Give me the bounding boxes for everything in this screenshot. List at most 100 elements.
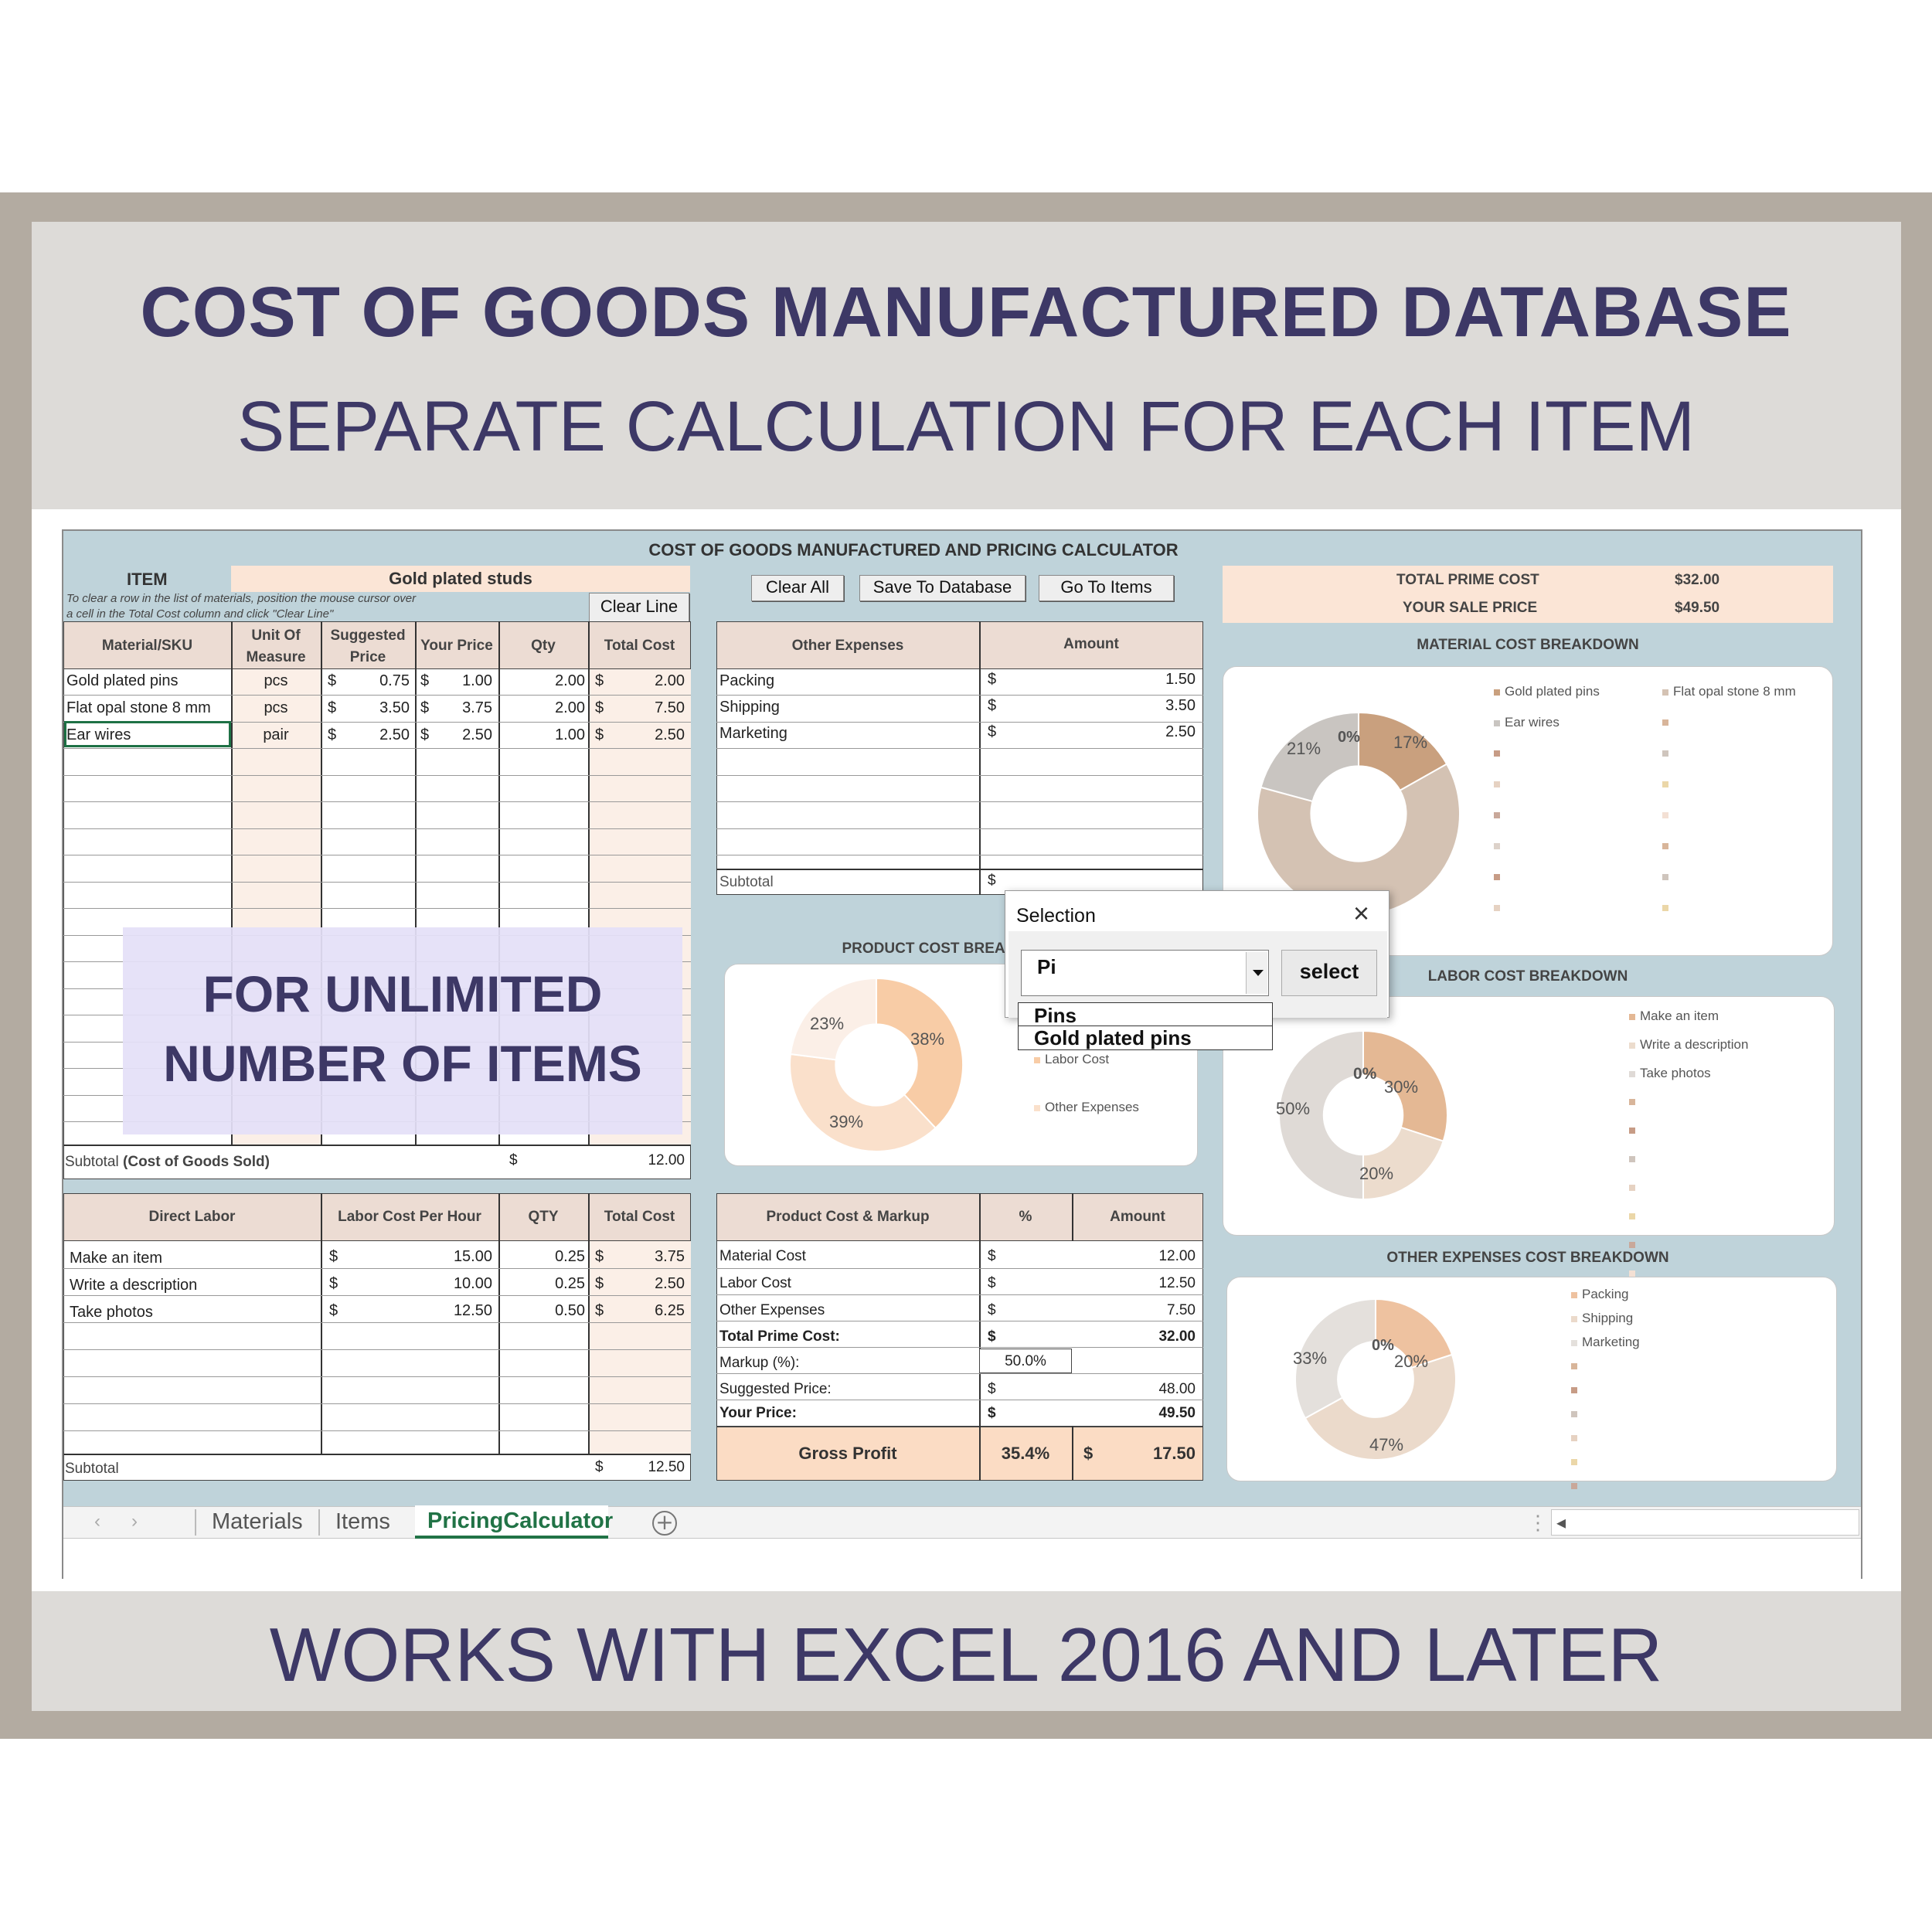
slice-label: 0%: [1372, 1337, 1394, 1354]
labor-rate-3[interactable]: 12.50: [453, 1302, 492, 1319]
markup-header: [716, 1193, 1203, 1241]
currency: $: [595, 1302, 604, 1319]
selection-combobox[interactable]: Pi: [1021, 950, 1269, 996]
labor-name-3[interactable]: Take photos: [70, 1304, 153, 1321]
currency: $: [328, 726, 337, 743]
labor-qty-3[interactable]: 0.50: [555, 1302, 585, 1319]
dropdown-option-gold-plated-pins[interactable]: Gold plated pins: [1034, 1026, 1192, 1049]
add-sheet-icon[interactable]: +: [652, 1511, 677, 1536]
markup-row-amount: 48.00: [1158, 1381, 1196, 1397]
markup-row-amount: 49.50: [1158, 1405, 1196, 1421]
legend-marker: [1662, 812, 1668, 818]
sheet-tab-bar: ‹ › Materials Items PricingCalculator + …: [63, 1505, 1861, 1579]
tab-pricingcalculator-label[interactable]: PricingCalculator: [427, 1509, 614, 1533]
legend-marker: [1662, 874, 1668, 880]
donut-slice: [1304, 1353, 1457, 1461]
footer-text: WORKS WITH EXCEL 2016 AND LATER: [269, 1612, 1663, 1697]
save-to-database-button[interactable]: Save To Database: [859, 575, 1026, 601]
currency: $: [420, 699, 430, 716]
clear-line-button[interactable]: Clear Line: [589, 593, 689, 622]
expense-name-3[interactable]: Marketing: [719, 725, 787, 742]
material-total-2[interactable]: 7.50: [655, 699, 685, 716]
material-qty-1[interactable]: 2.00: [555, 672, 585, 689]
legend-marker: [1494, 750, 1500, 757]
material-your-price-2[interactable]: 3.75: [462, 699, 492, 716]
labor-qty-1[interactable]: 0.25: [555, 1248, 585, 1265]
material-qty-3[interactable]: 1.00: [555, 726, 585, 743]
material-your-price-1[interactable]: 1.00: [462, 672, 492, 689]
labor-rate-1[interactable]: 15.00: [453, 1248, 492, 1265]
material-suggested-1[interactable]: 0.75: [379, 672, 410, 689]
material-suggested-3[interactable]: 2.50: [379, 726, 410, 743]
row-gridline: [716, 774, 1203, 776]
col-product-cost-markup: Product Cost & Markup: [766, 1209, 930, 1225]
labor-rate-2[interactable]: 10.00: [453, 1275, 492, 1292]
labor-total-3[interactable]: 6.25: [655, 1302, 685, 1319]
material-your-price-3[interactable]: 2.50: [462, 726, 492, 743]
currency: $: [988, 1381, 996, 1397]
material-qty-2[interactable]: 2.00: [555, 699, 585, 716]
labor-qty-2[interactable]: 0.25: [555, 1275, 585, 1292]
tab-materials[interactable]: Materials: [212, 1509, 303, 1534]
labor-cost-chart-card: 30% 20% 50% 0% Make an item Write a descript…: [1223, 996, 1835, 1277]
go-to-items-button[interactable]: Go To Items: [1039, 575, 1174, 601]
tab-splitter-icon[interactable]: ⋮: [1528, 1511, 1548, 1534]
labor-total-2[interactable]: 2.50: [655, 1275, 685, 1292]
legend-marker: [1571, 1483, 1577, 1489]
material-total-1[interactable]: 2.00: [655, 672, 685, 689]
labor-name-2[interactable]: Write a description: [70, 1277, 198, 1294]
gross-profit-percent: 35.4%: [1001, 1444, 1050, 1463]
item-field[interactable]: Gold plated studs: [231, 566, 690, 592]
labor-name-1[interactable]: Make an item: [70, 1250, 163, 1267]
material-unit-1[interactable]: pcs: [264, 672, 288, 689]
dropdown-option-pins[interactable]: Pins: [1034, 1004, 1077, 1027]
material-suggested-2[interactable]: 3.50: [379, 699, 410, 716]
expense-amount-2[interactable]: 3.50: [1165, 697, 1196, 714]
bottom-banner: [32, 1591, 1901, 1711]
row-gridline: [716, 1347, 1203, 1348]
scroll-left-icon[interactable]: ‹: [94, 1511, 100, 1532]
markup-percent-field[interactable]: [979, 1349, 1072, 1373]
row-gridline: [63, 1322, 691, 1323]
scrollbar-left-arrow-icon[interactable]: ◂: [1556, 1512, 1566, 1533]
legend-marker: [1662, 750, 1668, 757]
expense-name-1[interactable]: Packing: [719, 672, 775, 689]
labor-total-1[interactable]: 3.75: [655, 1248, 685, 1265]
pricing-sheet: COST OF GOODS MANUFACTURED AND PRICING C…: [63, 531, 1861, 1506]
col-percent: %: [1019, 1209, 1032, 1225]
material-name-3[interactable]: Ear wires: [66, 726, 131, 743]
expense-amount-3[interactable]: 2.50: [1165, 723, 1196, 740]
material-name-1[interactable]: Gold plated pins: [66, 672, 179, 689]
tab-pricingcalculator[interactable]: PricingCalculator: [415, 1505, 613, 1539]
close-icon[interactable]: ×: [1353, 897, 1370, 929]
selection-input-value[interactable]: Pi: [1037, 955, 1056, 978]
currency: $: [988, 1328, 996, 1345]
other-expenses-donut: 20% 47% 33% 0%: [1293, 1298, 1457, 1461]
expense-amount-1[interactable]: 1.50: [1165, 671, 1196, 688]
tab-items[interactable]: Items: [335, 1509, 390, 1534]
row-gridline: [716, 1268, 1203, 1269]
headline: COST OF GOODS MANUFACTURED DATABASE: [140, 273, 1792, 352]
horizontal-scrollbar[interactable]: ◂: [1551, 1509, 1859, 1536]
scroll-right-icon[interactable]: ›: [131, 1511, 138, 1532]
material-total-3[interactable]: 2.50: [655, 726, 685, 743]
dropdown-chevron-icon[interactable]: [1246, 952, 1267, 994]
col-markup-amount: Amount: [1110, 1209, 1165, 1225]
markup-row-label: Total Prime Cost:: [719, 1328, 840, 1345]
row-gridline: [63, 1403, 691, 1404]
row-gridline: [63, 721, 691, 723]
material-name-2[interactable]: Flat opal stone 8 mm: [66, 699, 211, 716]
material-unit-2[interactable]: pcs: [264, 699, 288, 716]
clear-all-button[interactable]: Clear All: [751, 575, 844, 601]
expense-name-2[interactable]: Shipping: [719, 699, 780, 716]
material-unit-3[interactable]: pair: [263, 726, 289, 743]
active-cell[interactable]: [64, 721, 231, 747]
currency: $: [988, 1405, 996, 1421]
markup-row-label: Markup (%):: [719, 1355, 800, 1371]
legend-swatch: [1034, 1056, 1040, 1063]
select-button[interactable]: select: [1281, 950, 1377, 996]
markup-percent-value[interactable]: 50.0%: [1005, 1353, 1046, 1369]
slice-label: 30%: [1384, 1077, 1418, 1097]
labor-subtotal-value: 12.50: [648, 1459, 685, 1475]
legend-swatch: [1629, 1013, 1635, 1020]
